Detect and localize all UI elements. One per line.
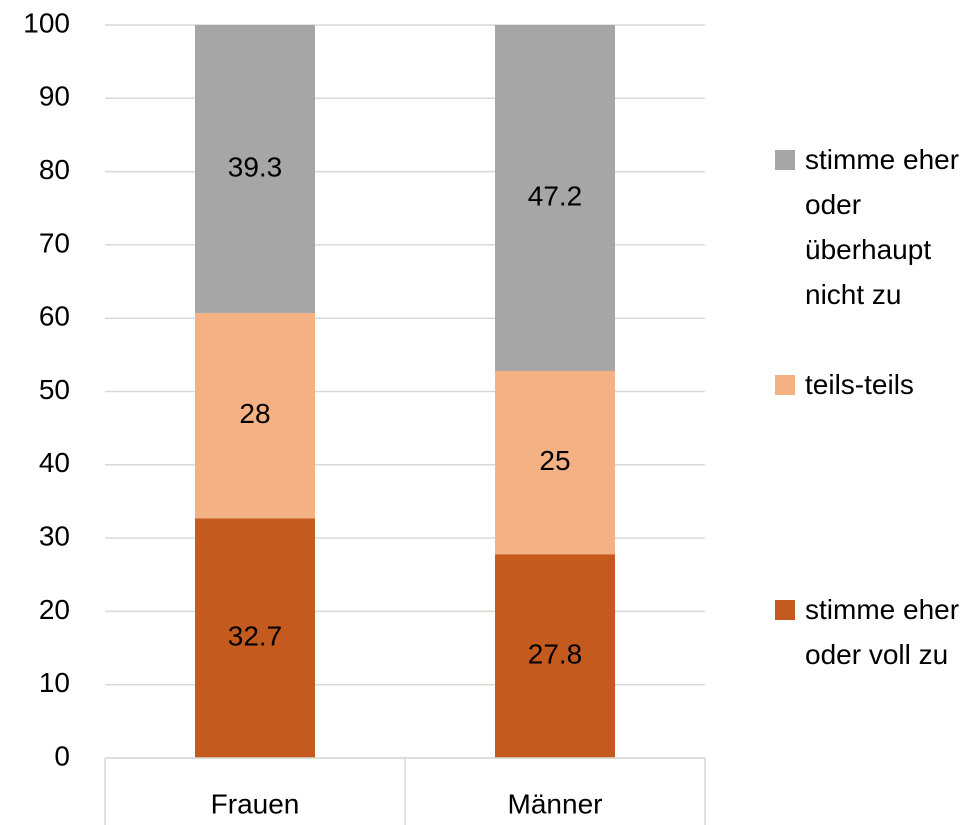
y-tick-label: 0 — [54, 740, 70, 771]
bar-segment — [195, 25, 315, 314]
legend-item: stimme eher oder voll zu — [775, 587, 965, 677]
y-tick-label: 30 — [39, 520, 70, 551]
legend-label: stimme eher oder voll zu — [805, 594, 960, 670]
x-tick-label: Frauen — [211, 788, 300, 819]
bar-segment — [495, 554, 615, 758]
bar-segment — [195, 518, 315, 758]
legend-swatch — [775, 600, 795, 620]
y-tick-label: 40 — [39, 447, 70, 478]
data-label: 39.3 — [228, 151, 283, 182]
data-label: 32.7 — [228, 621, 283, 652]
legend-swatch — [775, 375, 795, 395]
x-tick-label: Männer — [508, 788, 603, 819]
data-label: 25 — [539, 445, 570, 476]
data-label: 27.8 — [528, 639, 583, 670]
data-label: 28 — [239, 398, 270, 429]
data-label: 47.2 — [528, 180, 583, 211]
legend-swatch — [775, 150, 795, 170]
y-tick-label: 50 — [39, 374, 70, 405]
legend-item: stimme eher oder überhaupt nicht zu — [775, 137, 965, 317]
y-tick-label: 90 — [39, 81, 70, 112]
y-tick-label: 80 — [39, 154, 70, 185]
legend-label: teils-teils — [805, 369, 914, 400]
y-tick-label: 100 — [23, 7, 70, 38]
y-tick-label: 10 — [39, 667, 70, 698]
bar-segment — [195, 313, 315, 519]
legend-item: teils-teils — [775, 362, 965, 407]
y-tick-label: 70 — [39, 227, 70, 258]
y-tick-label: 20 — [39, 594, 70, 625]
legend-label: stimme eher oder überhaupt nicht zu — [805, 144, 960, 310]
y-tick-label: 60 — [39, 301, 70, 332]
bar-segment — [495, 370, 615, 555]
bar-segment — [495, 25, 615, 371]
